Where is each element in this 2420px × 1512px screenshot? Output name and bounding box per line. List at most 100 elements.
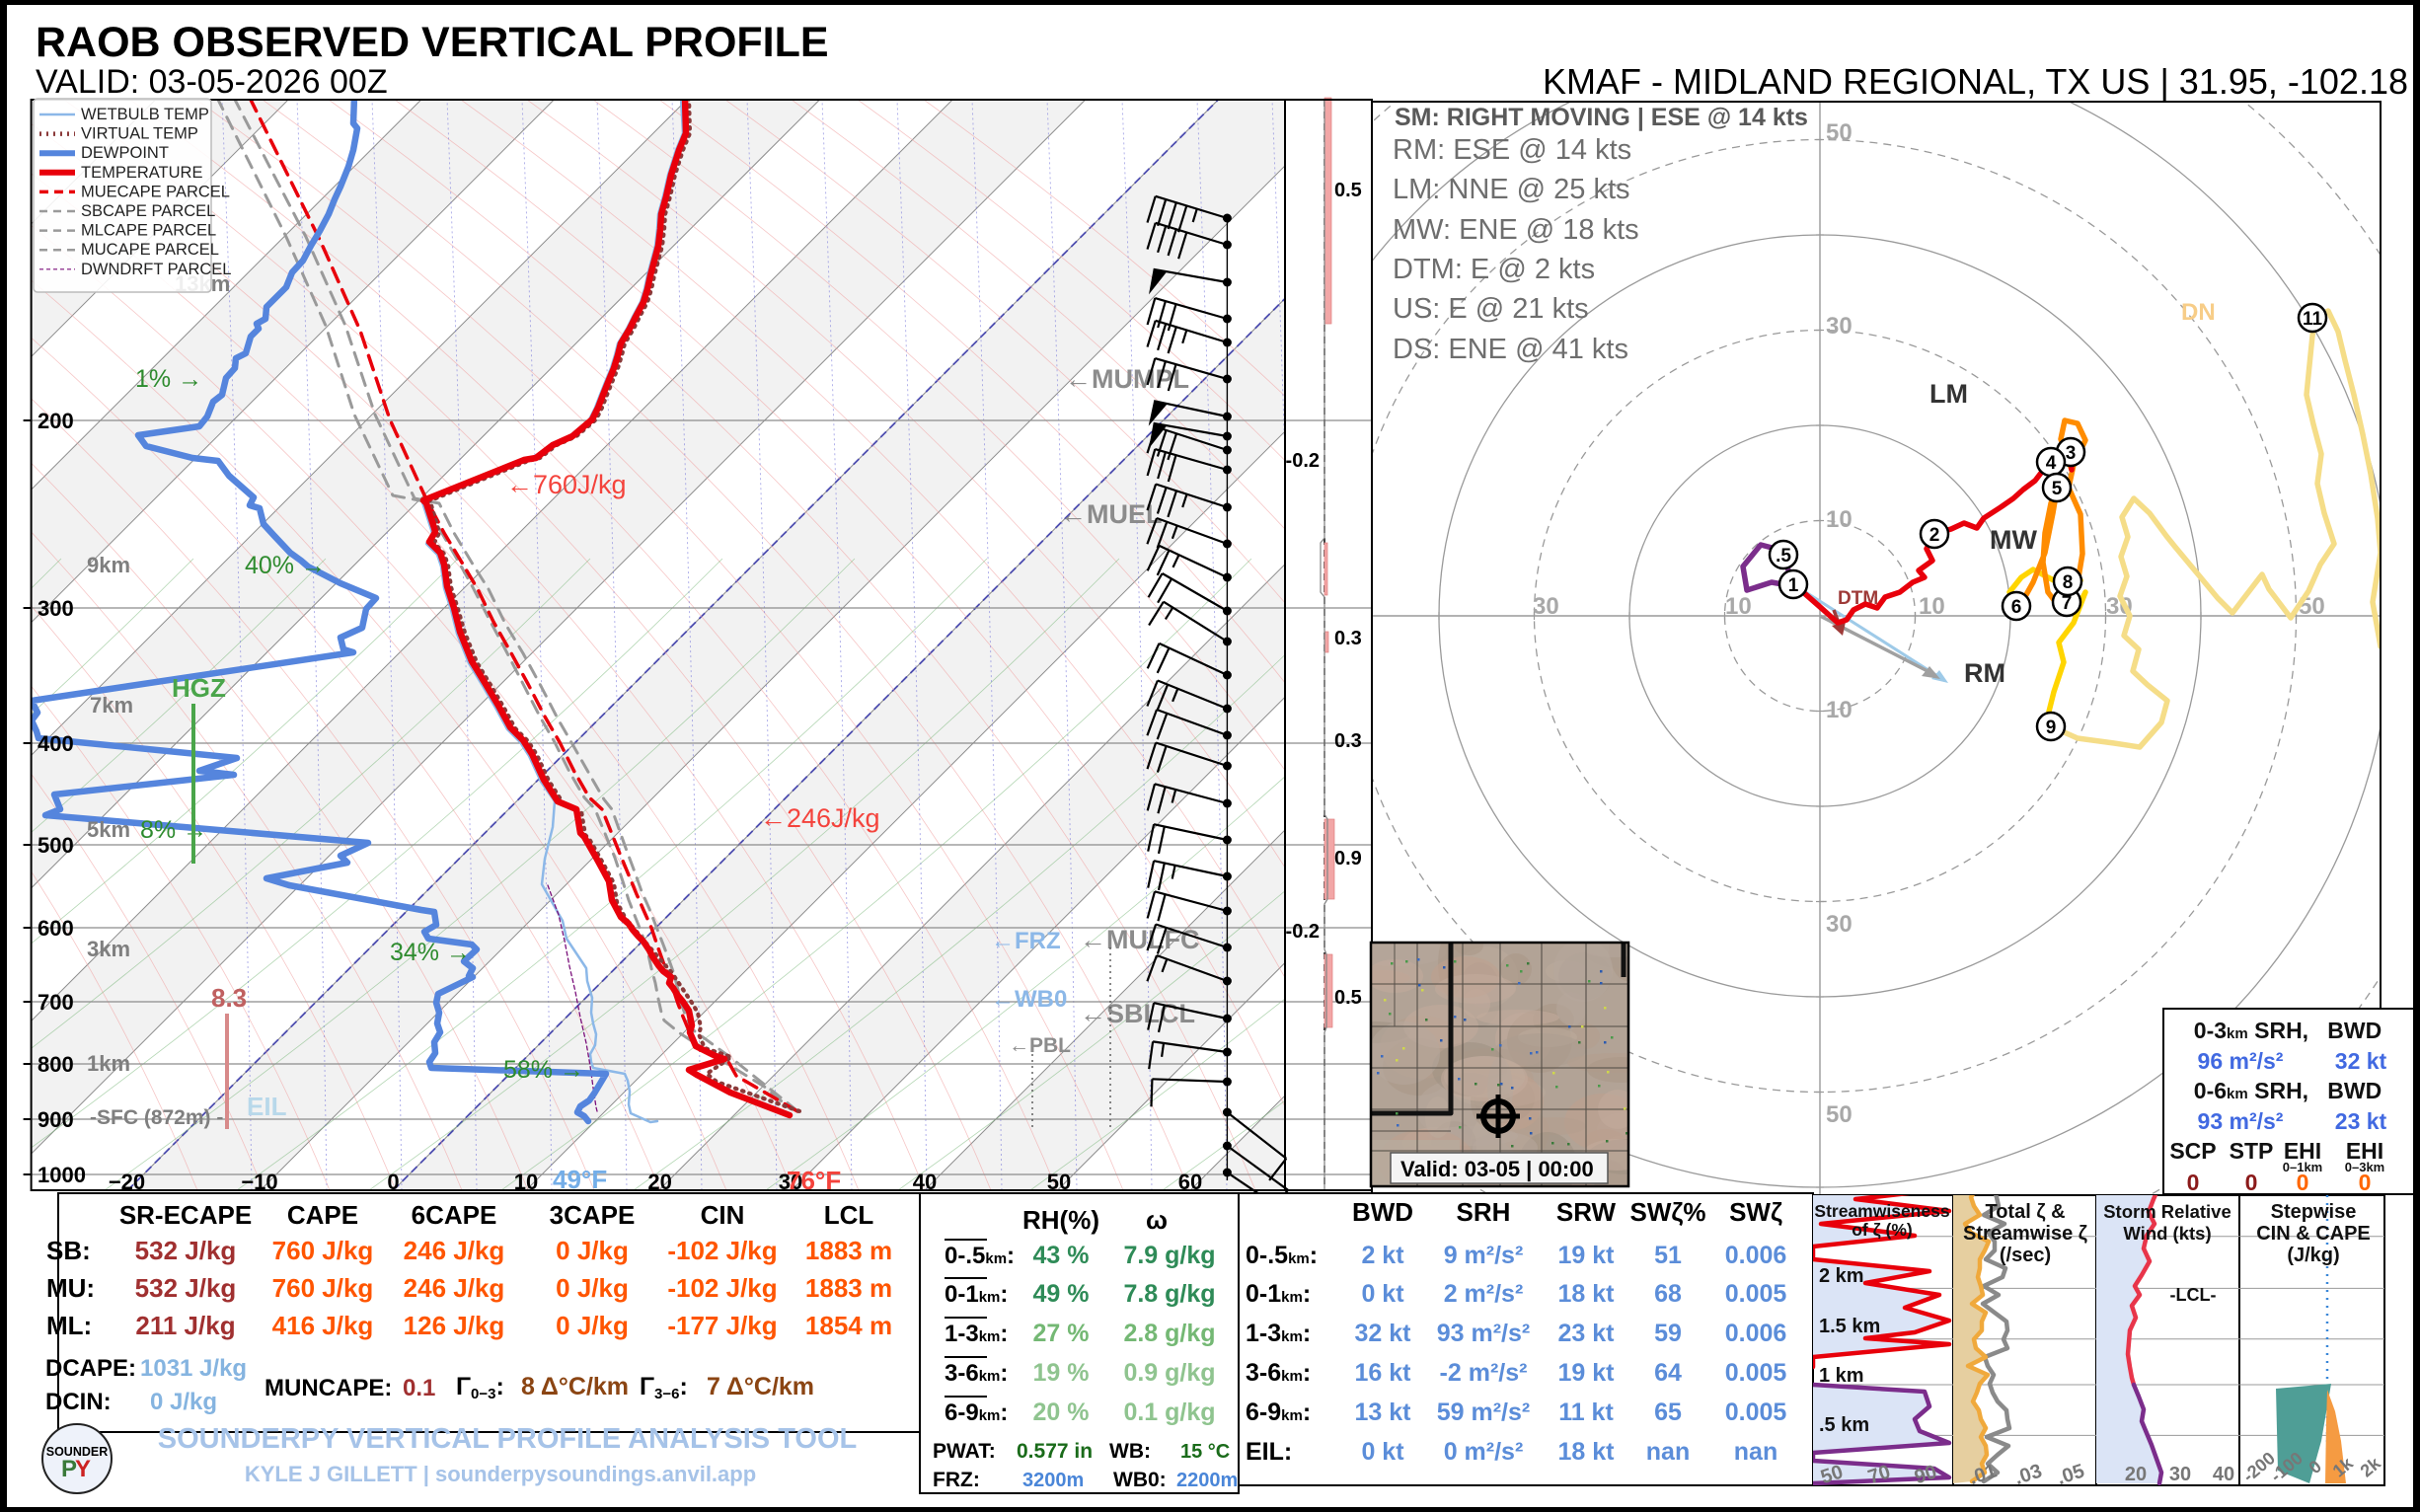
svg-text:LM: NNE @ 25 kts: LM: NNE @ 25 kts bbox=[1393, 174, 1630, 205]
svg-text:59 m²/s²: 59 m²/s² bbox=[1437, 1399, 1530, 1426]
svg-text:SRH: SRH bbox=[1457, 1197, 1511, 1227]
svg-text:US: E @ 21 kts: US: E @ 21 kts bbox=[1393, 293, 1589, 325]
svg-text:0–1km: 0–1km bbox=[2283, 1160, 2322, 1174]
svg-text:760 J/kg: 760 J/kg bbox=[272, 1236, 374, 1265]
svg-text:11 kt: 11 kt bbox=[1558, 1399, 1614, 1426]
svg-text:DCIN:: DCIN: bbox=[45, 1389, 112, 1415]
svg-text:0: 0 bbox=[2359, 1170, 2372, 1195]
svg-text:FRZ:: FRZ: bbox=[933, 1469, 980, 1491]
svg-text:40% →: 40% → bbox=[245, 552, 326, 579]
svg-text:DS: ENE @ 41 kts: DS: ENE @ 41 kts bbox=[1393, 334, 1628, 365]
svg-text:←246J/kg: ←246J/kg bbox=[760, 803, 880, 833]
svg-text:MW: MW bbox=[1990, 525, 2037, 555]
svg-text:-0.2: -0.2 bbox=[1286, 450, 1320, 472]
svg-text:SOUNDERPY VERTICAL PROFILE ANA: SOUNDERPY VERTICAL PROFILE ANALYSIS TOOL bbox=[158, 1423, 857, 1455]
svg-text:0.3: 0.3 bbox=[1334, 628, 1362, 649]
svg-text:CAPE: CAPE bbox=[287, 1200, 358, 1230]
svg-text:246 J/kg: 246 J/kg bbox=[404, 1236, 505, 1265]
svg-text:58% →: 58% → bbox=[503, 1056, 584, 1084]
svg-text:STP: STP bbox=[2230, 1138, 2274, 1164]
svg-text:49 %: 49 % bbox=[1033, 1280, 1090, 1308]
svg-text:15 °C: 15 °C bbox=[1180, 1441, 1230, 1463]
svg-text:0.1 g/kg: 0.1 g/kg bbox=[1123, 1399, 1215, 1426]
svg-text:0.5: 0.5 bbox=[1334, 180, 1362, 201]
svg-text:23 kt: 23 kt bbox=[2335, 1108, 2387, 1134]
svg-text:9km: 9km bbox=[87, 553, 130, 577]
svg-text:30: 30 bbox=[2169, 1464, 2191, 1485]
svg-text:532 J/kg: 532 J/kg bbox=[135, 1273, 237, 1303]
svg-text:LCL: LCL bbox=[824, 1200, 874, 1230]
svg-text:Storm Relative: Storm Relative bbox=[2103, 1201, 2231, 1222]
svg-text:EIL:: EIL: bbox=[1246, 1438, 1292, 1466]
svg-text:1% →: 1% → bbox=[135, 365, 202, 393]
svg-text:EIL: EIL bbox=[247, 1092, 287, 1121]
svg-text:1854 m: 1854 m bbox=[805, 1311, 892, 1340]
svg-text:8% →: 8% → bbox=[140, 816, 207, 844]
svg-text:1.5 km: 1.5 km bbox=[1819, 1316, 1880, 1337]
svg-text:0.1: 0.1 bbox=[403, 1375, 435, 1401]
svg-text:0: 0 bbox=[2245, 1170, 2258, 1195]
svg-text:32 kt: 32 kt bbox=[1355, 1320, 1412, 1347]
svg-text:126 J/kg: 126 J/kg bbox=[404, 1311, 505, 1340]
svg-text:3: 3 bbox=[2066, 443, 2077, 464]
svg-text:0-6km SRH, BWD: 0-6km SRH, BWD bbox=[2194, 1078, 2382, 1103]
svg-text:MUNCAPE:: MUNCAPE: bbox=[265, 1375, 392, 1401]
svg-text:13 kt: 13 kt bbox=[1355, 1399, 1412, 1426]
svg-text:3-6km:: 3-6km: bbox=[945, 1360, 1008, 1387]
svg-text:Wind (kts): Wind (kts) bbox=[2123, 1223, 2211, 1244]
svg-text:MW: ENE @ 18 kts: MW: ENE @ 18 kts bbox=[1393, 214, 1639, 246]
svg-text:8 Δ°C/km: 8 Δ°C/km bbox=[521, 1373, 629, 1400]
svg-text:←SBLCL: ←SBLCL bbox=[1080, 999, 1195, 1028]
svg-text:6CAPE: 6CAPE bbox=[412, 1200, 497, 1230]
svg-text:11: 11 bbox=[2303, 309, 2323, 330]
svg-text:96 m²/s²: 96 m²/s² bbox=[2198, 1048, 2284, 1074]
svg-text:MLCAPE PARCEL: MLCAPE PARCEL bbox=[81, 222, 216, 240]
svg-text:18 kt: 18 kt bbox=[1558, 1280, 1616, 1308]
svg-text:PWAT:: PWAT: bbox=[933, 1440, 996, 1463]
svg-text:-102 J/kg: -102 J/kg bbox=[667, 1236, 777, 1265]
svg-text:59: 59 bbox=[1654, 1320, 1682, 1347]
svg-text:←MULFC: ←MULFC bbox=[1080, 925, 1199, 954]
svg-text:RAOB OBSERVED VERTICAL PROFILE: RAOB OBSERVED VERTICAL PROFILE bbox=[36, 19, 829, 66]
svg-text:700: 700 bbox=[38, 990, 74, 1015]
svg-text:1031 J/kg: 1031 J/kg bbox=[140, 1355, 247, 1382]
svg-text:CIN & CAPE: CIN & CAPE bbox=[2256, 1223, 2371, 1245]
svg-text:.5 km: .5 km bbox=[1819, 1414, 1869, 1436]
svg-text:←MUEL: ←MUEL bbox=[1060, 499, 1163, 529]
svg-text:93 m²/s²: 93 m²/s² bbox=[1437, 1320, 1530, 1347]
svg-text:Streamwiseness: Streamwiseness bbox=[1814, 1201, 1949, 1221]
svg-text:9 m²/s²: 9 m²/s² bbox=[1444, 1242, 1524, 1269]
svg-text:SWζ: SWζ bbox=[1729, 1197, 1782, 1227]
svg-text:of ζ (%): of ζ (%) bbox=[1852, 1220, 1913, 1241]
svg-text:0.3: 0.3 bbox=[1334, 730, 1362, 752]
svg-text:←WB0: ←WB0 bbox=[991, 986, 1067, 1013]
svg-text:ω: ω bbox=[1146, 1205, 1168, 1235]
svg-text:211 J/kg: 211 J/kg bbox=[135, 1311, 235, 1340]
svg-text:0.006: 0.006 bbox=[1725, 1242, 1787, 1269]
svg-text:1000: 1000 bbox=[38, 1163, 86, 1187]
svg-text:DWNDRFT PARCEL: DWNDRFT PARCEL bbox=[81, 261, 231, 278]
svg-text:HGZ: HGZ bbox=[172, 673, 226, 703]
svg-text:SWζ%: SWζ% bbox=[1630, 1197, 1706, 1227]
svg-text:(J/kg): (J/kg) bbox=[2287, 1245, 2339, 1266]
svg-text:nan: nan bbox=[1734, 1438, 1777, 1466]
svg-text:6: 6 bbox=[2011, 597, 2022, 618]
svg-text:1-3km:: 1-3km: bbox=[945, 1321, 1008, 1347]
svg-text:RM: RM bbox=[1964, 658, 2005, 688]
svg-text:0.5: 0.5 bbox=[1334, 987, 1362, 1009]
svg-text:50: 50 bbox=[1826, 119, 1853, 146]
svg-text:←MUMPL: ←MUMPL bbox=[1065, 364, 1189, 394]
svg-text:-102 J/kg: -102 J/kg bbox=[667, 1273, 777, 1303]
svg-text:SM: RIGHT MOVING | ESE @ 14 kt: SM: RIGHT MOVING | ESE @ 14 kts bbox=[1395, 104, 1808, 131]
svg-text:2: 2 bbox=[1929, 525, 1940, 546]
svg-text:7km: 7km bbox=[90, 693, 133, 718]
svg-text:-LCL-: -LCL- bbox=[2170, 1285, 2217, 1305]
svg-text:0-3km SRH, BWD: 0-3km SRH, BWD bbox=[2194, 1018, 2382, 1043]
svg-text:VIRTUAL TEMP: VIRTUAL TEMP bbox=[81, 125, 198, 143]
svg-text:19 kt: 19 kt bbox=[1558, 1242, 1616, 1269]
svg-text:0 J/kg: 0 J/kg bbox=[556, 1236, 629, 1265]
svg-text:246 J/kg: 246 J/kg bbox=[404, 1273, 505, 1303]
svg-text:64: 64 bbox=[1654, 1359, 1682, 1387]
svg-text:1883 m: 1883 m bbox=[805, 1236, 892, 1265]
svg-text:7.8 g/kg: 7.8 g/kg bbox=[1123, 1280, 1215, 1308]
